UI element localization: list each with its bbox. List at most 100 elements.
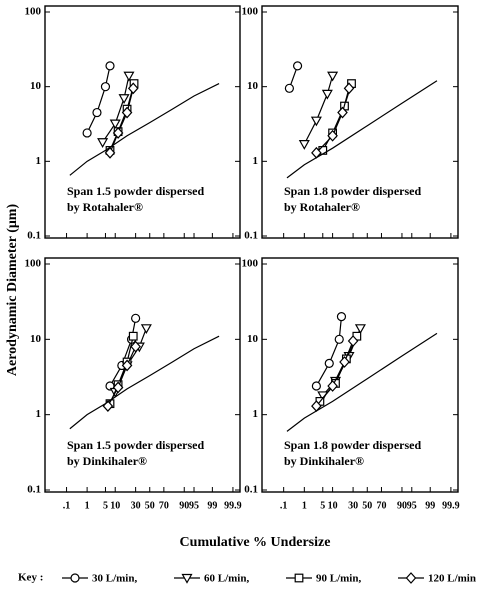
y-tick-label: 0.1 [244, 484, 258, 496]
data-point [347, 335, 359, 347]
data-point [121, 359, 133, 372]
x-tick-label: 70 [159, 500, 169, 511]
y-tick-label: 1 [253, 408, 259, 420]
x-axis-label: Cumulative % Undersize [180, 535, 331, 550]
y-tick-label: 10 [247, 333, 259, 345]
panel-frame [44, 257, 241, 493]
y-tick-label: 1 [253, 155, 259, 167]
y-tick-label: 100 [242, 258, 259, 270]
x-tick-label: 99.9 [224, 500, 242, 511]
x-tick-label: 10 [328, 500, 338, 511]
data-point [112, 381, 124, 394]
panel-frame [44, 5, 241, 239]
y-tick-label: 100 [242, 6, 259, 18]
x-tick-label: 95 [189, 500, 199, 511]
data-point [354, 324, 366, 335]
legend-title: Key : [18, 572, 43, 584]
x-tick-label: 70 [376, 500, 386, 511]
series-line [69, 83, 220, 176]
legend-label: 60 L/min, [204, 573, 249, 585]
series-line [286, 332, 438, 432]
y-tick-label: 0.1 [27, 230, 41, 242]
legend-label: 30 L/min, [92, 573, 137, 585]
data-point [121, 106, 133, 119]
data-point [109, 119, 121, 130]
annotation: by Rotahaler® [67, 200, 143, 214]
data-point [127, 82, 139, 95]
series-line [303, 75, 334, 145]
data-point [327, 129, 338, 142]
series-line [109, 83, 135, 151]
data-point [104, 146, 116, 159]
x-tick-label: 90 [397, 500, 407, 511]
data-point [321, 89, 333, 100]
series-line [86, 65, 111, 134]
x-tick-label: 5 [103, 500, 108, 511]
annotation: by Dinkihaler® [67, 454, 147, 468]
data-point [298, 140, 310, 150]
series-line [109, 88, 134, 154]
panel-frame [261, 5, 459, 239]
data-point [336, 312, 347, 322]
x-tick-label: 30 [348, 500, 358, 511]
x-tick-label: 99 [207, 500, 217, 511]
x-tick-label: 1 [302, 500, 307, 511]
data-point [343, 82, 355, 95]
data-point [339, 356, 350, 368]
data-point [92, 107, 102, 118]
x-tick-label: 10 [110, 500, 120, 511]
legend-marker [405, 572, 417, 584]
data-point [284, 83, 294, 93]
x-tick-label: 1 [85, 500, 90, 511]
data-point [97, 138, 109, 148]
series-line [102, 75, 130, 143]
x-tick-label: 90 [179, 500, 189, 511]
data-point [123, 71, 135, 82]
x-tick-label: 50 [362, 500, 372, 511]
annotation: Span 1.5 powder dispersed [67, 438, 204, 452]
annotation: by Dinkihaler® [284, 454, 364, 468]
series-line [315, 88, 350, 154]
annotation: Span 1.8 powder dispersed [284, 184, 421, 198]
series-line [286, 80, 438, 179]
y-tick-label: 10 [30, 333, 42, 345]
y-tick-label: 10 [30, 80, 42, 92]
data-point [130, 340, 141, 353]
data-point [140, 324, 152, 335]
legend-marker [181, 573, 193, 584]
data-point [337, 106, 348, 119]
y-axis-label: Aerodynamic Diameter (μm) [5, 204, 20, 377]
y-tick-label: 1 [36, 155, 42, 167]
x-tick-label: 95 [407, 500, 417, 511]
legend-label: 90 L/min, [316, 573, 361, 585]
y-tick-label: 10 [247, 80, 259, 92]
x-tick-label: 30 [131, 500, 141, 511]
data-point [82, 128, 92, 138]
data-point [327, 71, 339, 82]
data-point [310, 116, 322, 127]
data-point [105, 61, 115, 71]
annotation: by Rotahaler® [284, 200, 360, 214]
x-tick-label: .1 [280, 500, 288, 511]
data-point [334, 334, 344, 344]
annotation: Span 1.5 powder dispersed [67, 184, 204, 198]
series-line [315, 316, 343, 387]
legend-marker [70, 573, 80, 583]
y-tick-label: 0.1 [27, 484, 41, 496]
data-point [118, 94, 130, 104]
x-tick-label: 50 [145, 500, 155, 511]
x-tick-label: 99 [425, 500, 435, 511]
series-line [69, 335, 220, 430]
panel-frame [261, 257, 459, 493]
data-point [292, 61, 303, 71]
x-tick-label: .1 [63, 500, 71, 511]
y-tick-label: 1 [36, 408, 42, 420]
annotation: Span 1.8 powder dispersed [284, 438, 421, 452]
data-point [131, 313, 141, 323]
data-point [324, 358, 334, 368]
series-line [109, 318, 137, 387]
x-tick-label: 99.9 [442, 500, 460, 511]
data-point [311, 381, 321, 391]
series-line [107, 346, 137, 407]
